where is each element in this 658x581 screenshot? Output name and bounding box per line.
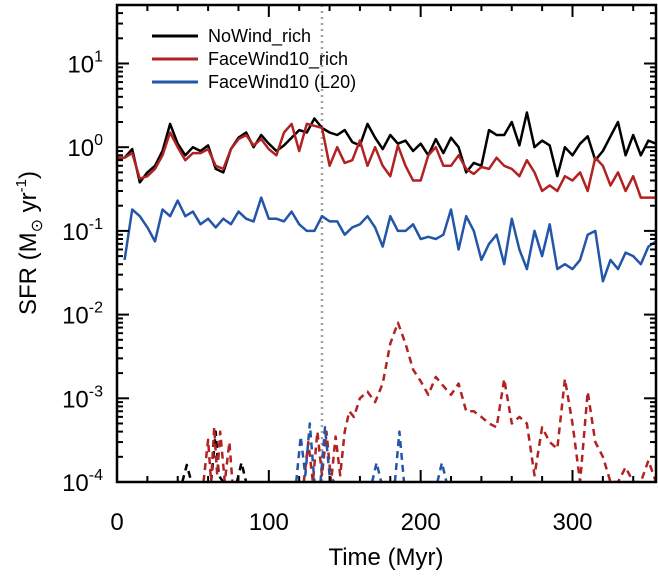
plot-frame — [115, 3, 658, 484]
y-axis-title: SFR (M⊙ yr-1) — [13, 171, 46, 315]
dashed-series-2-segment-3 — [393, 430, 406, 482]
series-line-2 — [123, 196, 656, 283]
legend-label: FaceWind10 (L20) — [208, 72, 356, 92]
dashed-series-2-segment-0 — [294, 422, 316, 482]
dashed-series-2-segment-4 — [436, 461, 448, 482]
svg-text:SFR (M⊙ yr-1): SFR (M⊙ yr-1) — [13, 171, 46, 315]
plot-area — [117, 5, 656, 482]
dashed-series-2-segment-2 — [370, 461, 383, 482]
x-tick-label: 0 — [110, 509, 123, 536]
axis-ticks — [116, 4, 656, 483]
legend-label: NoWind_rich — [208, 26, 311, 47]
x-axis-title: Time (Myr) — [328, 544, 443, 571]
x-tick-label: 200 — [401, 509, 441, 536]
dashed-series-0-segment-0 — [181, 463, 193, 482]
y-tick-label: 10-4 — [62, 467, 103, 497]
series-line-0 — [117, 111, 656, 184]
y-tick-label: 101 — [67, 49, 103, 79]
dashed-series-0-segment-2 — [235, 461, 248, 482]
y-tick-label: 10-3 — [62, 383, 103, 413]
axis-tick-labels: 0 100 200 300 10-4 10-3 10-2 10-1 100 101 — [62, 49, 592, 536]
dashed-series-2-segment-1 — [319, 426, 336, 482]
dashed-series-1-segment-0 — [202, 426, 234, 482]
y-tick-label: 100 — [67, 132, 103, 162]
x-tick-label: 100 — [249, 509, 289, 536]
dashed-series-1-segment-1 — [302, 321, 656, 482]
y-tick-label: 10-1 — [62, 216, 103, 246]
legend-label: FaceWind10_rich — [208, 49, 348, 70]
y-tick-label: 10-2 — [62, 300, 103, 330]
x-tick-label: 300 — [552, 509, 592, 536]
series-line-1 — [117, 122, 656, 199]
